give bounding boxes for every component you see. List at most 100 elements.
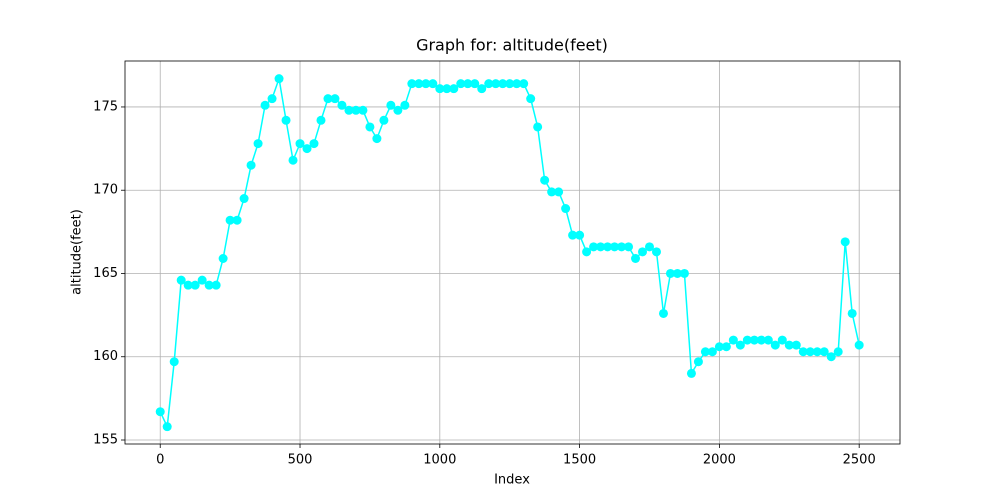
- x-tick-label: 0: [156, 453, 164, 468]
- data-point: [183, 280, 193, 290]
- data-point: [791, 340, 801, 350]
- y-tick-label: 155: [93, 433, 118, 448]
- data-point: [540, 175, 550, 185]
- data-point: [435, 84, 445, 94]
- data-point: [407, 79, 417, 89]
- data-point: [288, 155, 298, 165]
- x-tick-label: 1000: [423, 453, 456, 468]
- x-tick-label: 2000: [703, 453, 736, 468]
- data-point: [470, 79, 480, 89]
- data-point: [372, 134, 382, 144]
- data-point: [218, 253, 228, 263]
- data-point: [379, 115, 389, 125]
- data-point: [742, 335, 752, 345]
- data-point: [225, 215, 235, 225]
- data-point: [658, 308, 668, 318]
- data-point: [295, 139, 305, 149]
- data-point: [197, 275, 207, 285]
- data-point: [784, 340, 794, 350]
- data-point: [665, 268, 675, 278]
- data-point: [351, 105, 361, 115]
- data-point: [805, 347, 815, 357]
- data-point: [582, 247, 592, 257]
- data-point: [700, 347, 710, 357]
- data-point: [631, 253, 641, 263]
- y-tick-label: 165: [93, 266, 118, 281]
- data-point: [309, 139, 319, 149]
- data-point: [190, 280, 200, 290]
- data-point: [638, 247, 648, 257]
- data-point: [798, 347, 808, 357]
- data-point: [679, 268, 689, 278]
- data-point: [456, 79, 466, 89]
- y-tick-label: 170: [93, 183, 118, 198]
- x-axis-label: Index: [494, 473, 530, 488]
- data-point: [826, 352, 836, 362]
- data-point: [672, 268, 682, 278]
- data-point: [323, 94, 333, 104]
- data-point: [428, 79, 438, 89]
- data-point: [617, 242, 627, 252]
- data-point: [155, 407, 165, 417]
- data-point: [819, 347, 829, 357]
- data-point: [707, 347, 717, 357]
- data-point: [512, 79, 522, 89]
- data-point: [246, 160, 256, 170]
- series-line: [159, 78, 860, 430]
- data-point: [854, 340, 864, 350]
- x-tick-label: 2500: [843, 453, 876, 468]
- data-point: [274, 74, 284, 84]
- data-point: [624, 242, 634, 252]
- data-point: [386, 100, 396, 110]
- data-point: [714, 342, 724, 352]
- y-tick-label: 175: [93, 99, 118, 114]
- data-point: [596, 242, 606, 252]
- data-point: [365, 122, 375, 132]
- data-point: [610, 242, 620, 252]
- data-point: [211, 280, 221, 290]
- data-point: [253, 139, 263, 149]
- data-point: [162, 422, 172, 432]
- data-point: [693, 357, 703, 367]
- data-point: [777, 335, 787, 345]
- data-point: [575, 230, 585, 240]
- data-point: [547, 187, 557, 197]
- data-point: [316, 115, 326, 125]
- data-point: [358, 105, 368, 115]
- data-point: [533, 122, 543, 132]
- x-tick-label: 500: [288, 453, 313, 468]
- data-point: [756, 335, 766, 345]
- data-point: [477, 84, 487, 94]
- data-point: [421, 79, 431, 89]
- data-point: [393, 105, 403, 115]
- data-point: [267, 94, 277, 104]
- data-point: [204, 280, 214, 290]
- data-point: [749, 335, 759, 345]
- data-point: [603, 242, 613, 252]
- data-point: [840, 237, 850, 247]
- data-point: [330, 94, 340, 104]
- data-point: [505, 79, 515, 89]
- data-point: [721, 342, 731, 352]
- data-point: [442, 84, 452, 94]
- data-point: [232, 215, 242, 225]
- data-point: [568, 230, 578, 240]
- data-point: [498, 79, 508, 89]
- x-tick-label: 1500: [563, 453, 596, 468]
- data-point: [414, 79, 424, 89]
- y-tick-label: 160: [93, 349, 118, 364]
- data-point: [281, 115, 291, 125]
- data-point: [833, 347, 843, 357]
- data-point: [302, 144, 312, 154]
- data-point: [770, 340, 780, 350]
- data-point: [491, 79, 501, 89]
- data-point: [463, 79, 473, 89]
- data-point: [400, 100, 410, 110]
- data-point: [651, 247, 661, 257]
- chart-title: Graph for: altitude(feet): [416, 36, 608, 55]
- data-point: [519, 79, 529, 89]
- y-axis-label: altitude(feet): [70, 209, 85, 295]
- data-point: [686, 368, 696, 378]
- plot-frame: [124, 60, 901, 445]
- data-point: [847, 308, 857, 318]
